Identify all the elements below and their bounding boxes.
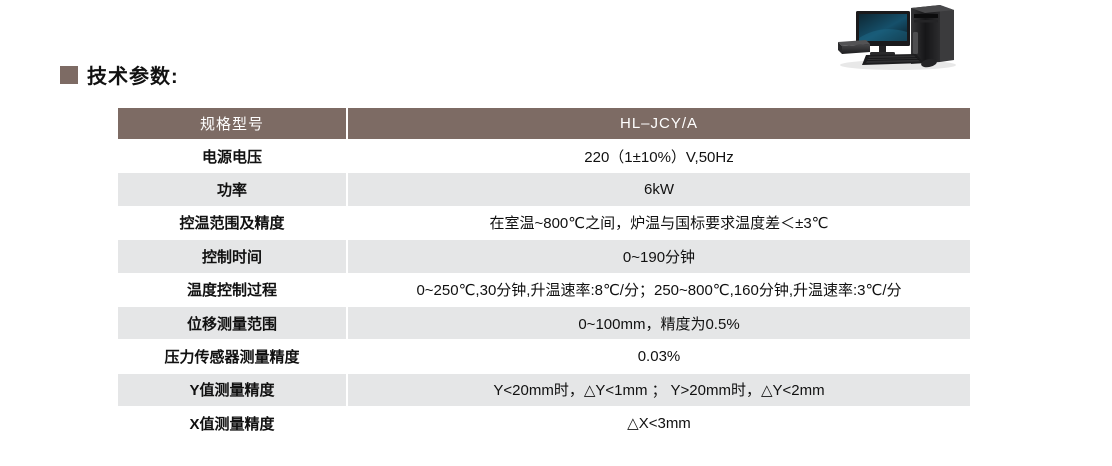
table-row: 温度控制过程 0~250℃,30分钟,升温速率:8℃/分；250~800℃,16… xyxy=(118,273,970,307)
spec-value: 6kW xyxy=(348,173,970,207)
spec-label: 功率 xyxy=(118,173,348,207)
spec-label: Y值测量精度 xyxy=(118,373,348,408)
keyboard xyxy=(862,54,924,65)
spec-value: 220（1±10%）V,50Hz xyxy=(348,140,970,174)
table-row: Y值测量精度 Y<20mm时，△Y<1mm ； Y>20mm时，△Y<2mm xyxy=(118,373,970,408)
mouse xyxy=(921,58,937,68)
table-row: 功率 6kW xyxy=(118,173,970,207)
spec-value: Y<20mm时，△Y<1mm ； Y>20mm时，△Y<2mm xyxy=(348,373,970,408)
spec-table: 规格型号 HL–JCY/A 电源电压 220（1±10%）V,50Hz 功率 6… xyxy=(118,108,970,441)
spec-value: 在室温~800℃之间，炉温与国标要求温度差＜±3℃ xyxy=(348,206,970,241)
desktop-computer-image xyxy=(838,5,956,70)
title-bullet-icon xyxy=(60,65,78,84)
spec-label: 位移测量范围 xyxy=(118,306,348,341)
spec-table-header-row: 规格型号 HL–JCY/A xyxy=(118,108,970,140)
spec-table-body: 电源电压 220（1±10%）V,50Hz 功率 6kW 控温范围及精度 在室温… xyxy=(118,140,970,441)
spec-label: X值测量精度 xyxy=(118,407,348,441)
spec-value: 0~250℃,30分钟,升温速率:8℃/分；250~800℃,160分钟,升温速… xyxy=(348,273,970,307)
spec-value: 0~100mm，精度为0.5% xyxy=(348,306,970,341)
spec-label: 控制时间 xyxy=(118,240,348,274)
table-row: 电源电压 220（1±10%）V,50Hz xyxy=(118,140,970,174)
external-drive xyxy=(838,40,870,54)
spec-value: 0~190分钟 xyxy=(348,240,970,274)
pc-tower xyxy=(911,5,954,64)
spec-label: 控温范围及精度 xyxy=(118,206,348,241)
spec-label: 电源电压 xyxy=(118,140,348,174)
spec-label: 压力传感器测量精度 xyxy=(118,340,348,374)
spec-label: 温度控制过程 xyxy=(118,273,348,307)
table-row: 压力传感器测量精度 0.03% xyxy=(118,340,970,374)
spec-header-value: HL–JCY/A xyxy=(348,108,970,140)
table-row: 位移测量范围 0~100mm，精度为0.5% xyxy=(118,306,970,341)
section-title-row: 技术参数: xyxy=(60,60,179,89)
section-title: 技术参数: xyxy=(87,66,179,88)
table-row: 控温范围及精度 在室温~800℃之间，炉温与国标要求温度差＜±3℃ xyxy=(118,206,970,241)
table-row: 控制时间 0~190分钟 xyxy=(118,240,970,274)
spec-value: 0.03% xyxy=(348,340,970,374)
monitor xyxy=(856,11,910,56)
table-row: X值测量精度 △X<3mm xyxy=(118,407,970,441)
spec-header-model: 规格型号 xyxy=(118,108,348,140)
spec-value: △X<3mm xyxy=(348,407,970,441)
